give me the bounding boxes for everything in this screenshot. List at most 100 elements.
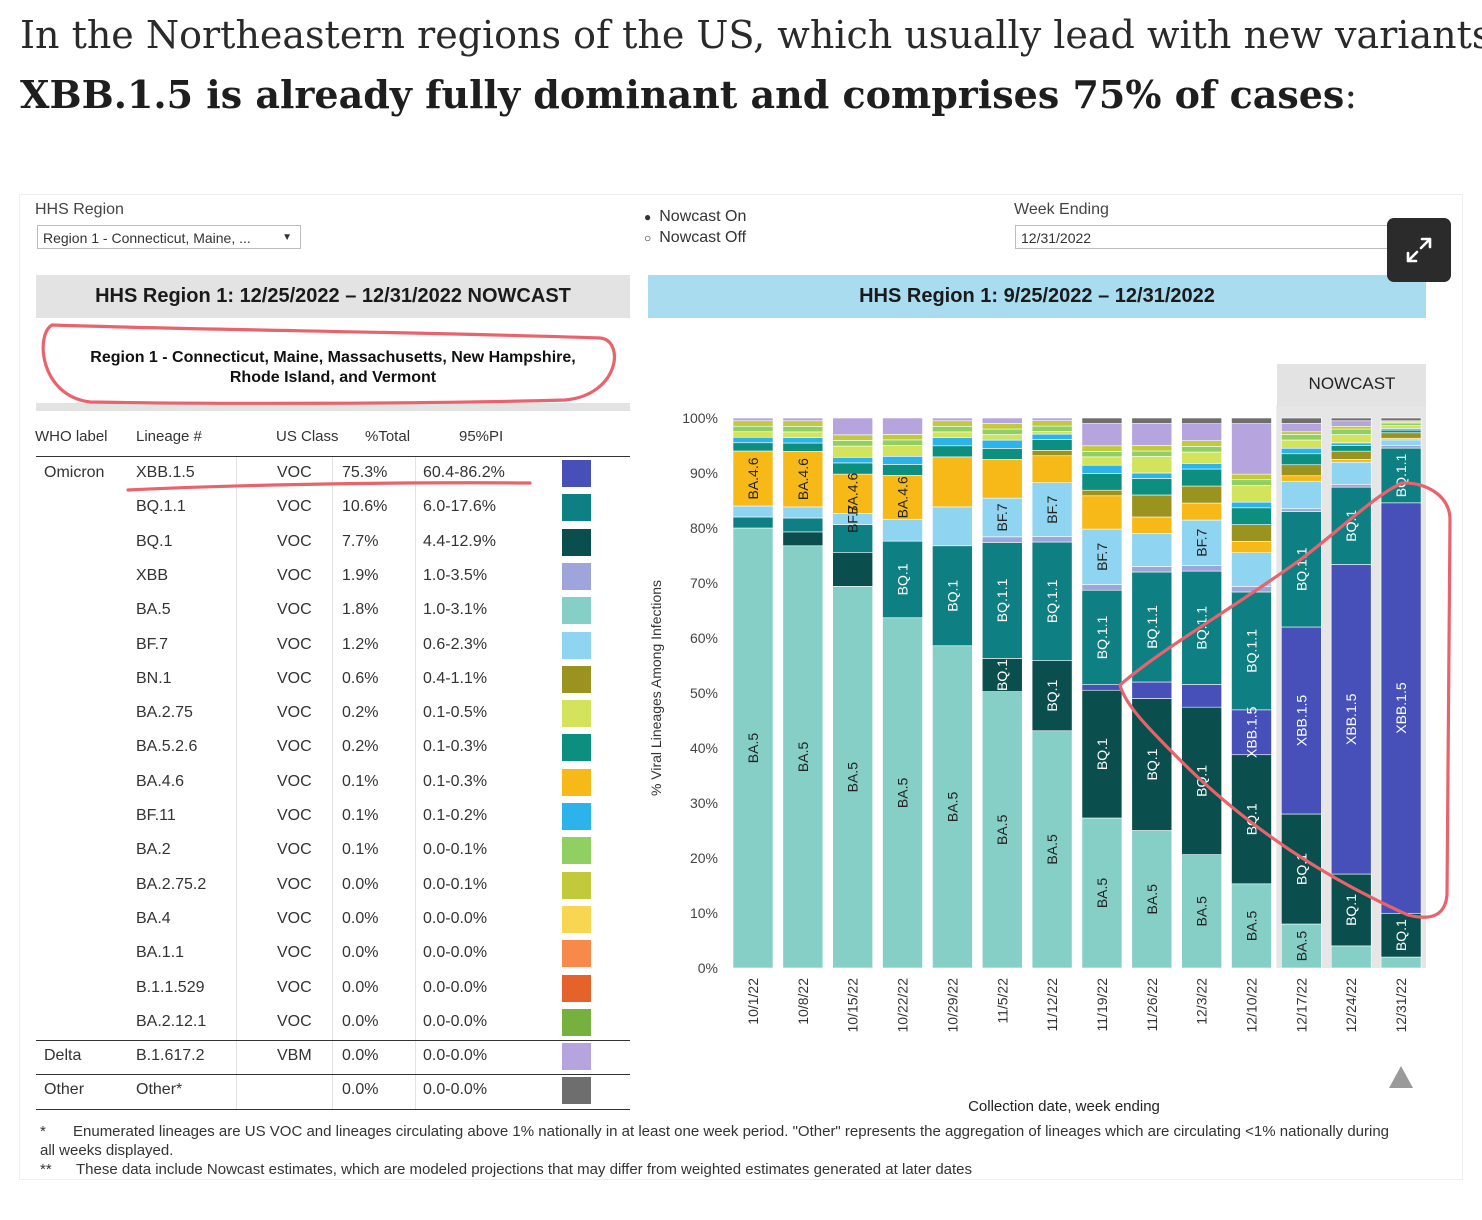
footnote-1: Enumerated lineages are US VOC and linea… — [40, 1123, 1390, 1159]
us-class-cell: VOC — [277, 944, 312, 962]
table-row: B.1.1.529 VOC 0.0% 0.0-0.0% — [36, 972, 630, 1006]
us-class-cell: VOC — [277, 1012, 312, 1030]
hhs-region-select[interactable]: Region 1 - Connecticut, Maine, ... ▼ — [37, 225, 301, 249]
total-cell: 0.0% — [342, 1012, 379, 1030]
col-who-label: WHO label — [35, 428, 108, 445]
hhs-region-label: HHS Region — [35, 201, 124, 218]
pi-cell: 0.6-2.3% — [423, 635, 488, 653]
us-class-cell: VOC — [277, 909, 312, 927]
color-swatch — [562, 1043, 591, 1071]
lineage-cell: BA.5.2.6 — [136, 738, 198, 756]
color-swatch — [562, 871, 591, 899]
table-row: BQ.1.1 VOC 10.6% 6.0-17.6% — [36, 491, 630, 525]
us-class-cell: VOC — [277, 601, 312, 619]
pi-cell: 1.0-3.1% — [423, 601, 488, 619]
table-row: Omicron XBB.1.5 VOC 75.3% 60.4-86.2% — [36, 457, 630, 491]
table-row: BA.2 VOC 0.1% 0.0-0.1% — [36, 834, 630, 868]
pi-cell: 0.1-0.3% — [423, 738, 488, 756]
hhs-region-value: Region 1 - Connecticut, Maine, ... — [43, 230, 251, 246]
footnote-star-2: ** — [40, 1161, 52, 1178]
lineage-cell: XBB — [136, 566, 169, 584]
total-cell: 0.1% — [342, 807, 379, 824]
headline-end: : — [1344, 73, 1358, 117]
expand-arrows-icon — [1406, 237, 1432, 263]
us-class-cell: VOC — [277, 875, 312, 893]
us-class-cell: VBM — [277, 1047, 312, 1065]
us-class-cell: VOC — [277, 772, 312, 790]
radio-empty-icon: ○ — [644, 231, 652, 245]
color-swatch — [562, 562, 591, 590]
week-ending-label: Week Ending — [1014, 201, 1109, 218]
table-row: BA.2.12.1 VOC 0.0% 0.0-0.0% — [36, 1006, 630, 1040]
color-swatch — [562, 528, 591, 556]
pi-cell: 0.0-0.1% — [423, 875, 488, 893]
total-cell: 10.6% — [342, 498, 388, 516]
total-cell: 0.2% — [342, 704, 379, 722]
total-cell: 7.7% — [342, 532, 379, 550]
table-row: Other Other* 0.0% 0.0-0.0% — [36, 1074, 630, 1108]
pi-cell: 0.0-0.0% — [423, 944, 488, 962]
us-class-cell: VOC — [277, 498, 312, 516]
lineage-cell: BQ.1.1 — [136, 498, 186, 516]
total-cell: 0.6% — [342, 669, 379, 687]
region-name-line-1: Region 1 - Connecticut, Maine, Massachus… — [90, 349, 576, 366]
pi-cell: 4.4-12.9% — [423, 532, 496, 550]
week-ending-select[interactable]: 12/31/2022 — [1015, 225, 1425, 249]
table-group-divider — [36, 456, 630, 457]
table-column-divider — [236, 457, 237, 1109]
total-cell: 75.3% — [342, 464, 388, 481]
nowcast-off-option[interactable]: ○ Nowcast Off — [644, 229, 746, 247]
table-row: BA.5.2.6 VOC 0.2% 0.1-0.3% — [36, 731, 630, 765]
table-row: BF.11 VOC 0.1% 0.1-0.2% — [36, 800, 630, 834]
color-swatch — [562, 940, 591, 968]
color-swatch — [562, 597, 591, 625]
table-row: BA.4 VOC 0.0% 0.0-0.0% — [36, 903, 630, 937]
col-pi: 95%PI — [459, 428, 504, 445]
total-cell: 0.0% — [342, 875, 379, 893]
table-group-divider — [36, 1074, 630, 1076]
table-row: BN.1 VOC 0.6% 0.4-1.1% — [36, 663, 630, 697]
expand-button[interactable] — [1387, 218, 1451, 282]
pi-cell: 6.0-17.6% — [423, 498, 496, 516]
radio-filled-icon: ● — [644, 210, 652, 224]
color-swatch — [562, 494, 591, 522]
color-swatch — [562, 837, 591, 865]
table-column-divider — [332, 457, 333, 1109]
pi-cell: 0.0-0.1% — [423, 841, 488, 859]
left-panel-header: HHS Region 1: 12/25/2022 – 12/31/2022 NO… — [36, 275, 630, 318]
lineage-cell: B.1.617.2 — [136, 1047, 205, 1065]
headline: In the Northeastern regions of the US, w… — [20, 6, 1482, 126]
headline-line-2: XBB.1.5 is already fully dominant and co… — [20, 64, 1460, 126]
total-cell: 0.0% — [342, 909, 379, 927]
footnote-2: These data include Nowcast estimates, wh… — [76, 1161, 973, 1178]
us-class-cell: VOC — [277, 635, 312, 653]
total-cell: 0.0% — [342, 978, 379, 996]
us-class-cell: VOC — [277, 841, 312, 859]
lineage-cell: BF.7 — [136, 635, 169, 653]
who-label-cell: Omicron — [44, 464, 105, 481]
region-name-line-2: Rhode Island, and Vermont — [229, 369, 437, 386]
table-row: BA.1.1 VOC 0.0% 0.0-0.0% — [36, 937, 630, 971]
headline-bold-text: XBB.1.5 is already fully dominant and co… — [20, 72, 1345, 117]
region-name: Region 1 - Connecticut, Maine, Massachus… — [36, 348, 630, 388]
us-class-cell: VOC — [277, 807, 312, 824]
color-swatch — [562, 460, 591, 487]
pi-cell: 0.0-0.0% — [423, 1012, 488, 1030]
total-cell: 0.0% — [342, 1081, 379, 1099]
table-column-divider — [415, 457, 416, 1109]
total-cell: 0.1% — [342, 841, 379, 859]
col-total: %Total — [365, 428, 411, 445]
triangle-up-icon[interactable] — [1389, 1066, 1413, 1088]
table-row: Delta B.1.617.2 VBM 0.0% 0.0-0.0% — [36, 1040, 630, 1074]
lineage-cell: BA.4.6 — [136, 772, 185, 790]
table-row: BA.4.6 VOC 0.1% 0.1-0.3% — [36, 766, 630, 800]
total-cell: 1.9% — [342, 566, 379, 584]
caret-down-icon: ▼ — [282, 232, 292, 243]
us-class-cell: VOC — [277, 978, 312, 996]
color-swatch — [562, 1077, 591, 1105]
nowcast-on-option[interactable]: ● Nowcast On — [644, 208, 746, 226]
region-divider — [36, 403, 630, 411]
lineage-cell: XBB.1.5 — [136, 464, 195, 481]
table-row: BA.5 VOC 1.8% 1.0-3.1% — [36, 594, 630, 628]
us-class-cell: VOC — [277, 532, 312, 550]
